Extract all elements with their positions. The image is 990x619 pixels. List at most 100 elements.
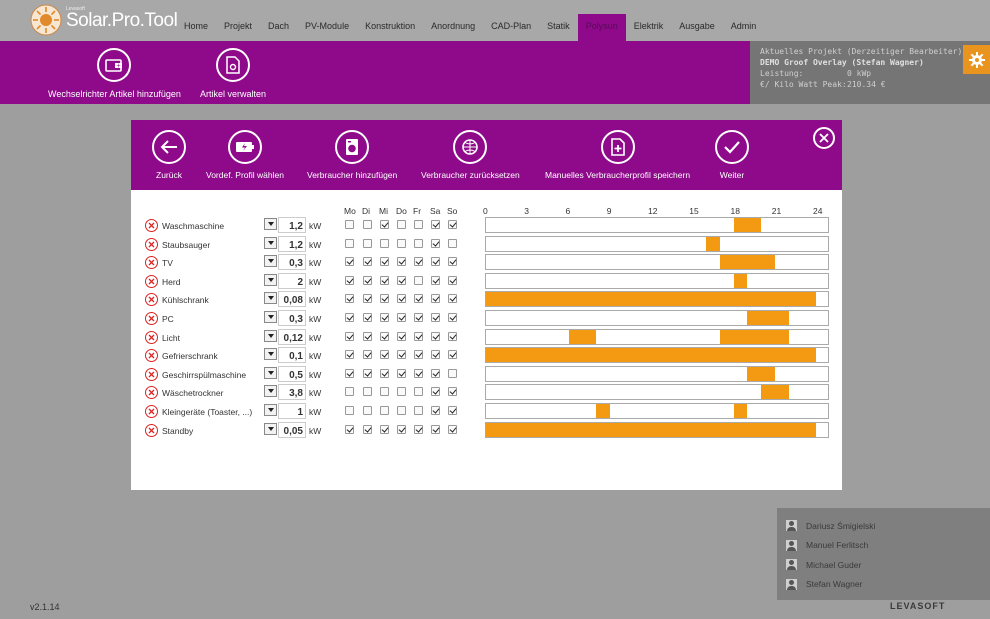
weekday-checkbox[interactable] — [363, 350, 372, 360]
user-item[interactable]: Michael Guder — [777, 555, 990, 575]
usage-timeline[interactable] — [485, 272, 829, 289]
weekday-checkbox[interactable] — [397, 406, 406, 415]
usage-timeline[interactable] — [485, 254, 829, 271]
consumer-preset-dropdown[interactable] — [264, 218, 277, 230]
remove-consumer-button[interactable] — [145, 237, 158, 251]
usage-segment[interactable] — [706, 236, 720, 251]
power-input[interactable]: 0,3 — [278, 310, 306, 326]
usage-timeline[interactable] — [485, 235, 829, 252]
usage-segment[interactable] — [747, 366, 775, 381]
weekday-checkbox[interactable] — [380, 257, 389, 267]
weekday-checkbox[interactable] — [363, 368, 372, 378]
consumer-preset-dropdown[interactable] — [264, 385, 277, 398]
consumer-preset-dropdown[interactable] — [264, 292, 277, 305]
remove-consumer-button[interactable] — [145, 330, 158, 344]
preset-profile-button[interactable]: Vordef. Profil wählen — [206, 130, 284, 180]
weekday-checkbox[interactable] — [431, 220, 440, 229]
weekday-checkbox[interactable] — [380, 238, 389, 248]
weekday-checkbox[interactable] — [448, 220, 457, 229]
weekday-checkbox[interactable] — [448, 313, 457, 322]
weekday-checkbox[interactable] — [380, 220, 389, 229]
usage-segment[interactable] — [568, 329, 596, 344]
remove-consumer-button[interactable] — [145, 386, 158, 400]
weekday-checkbox[interactable] — [448, 238, 457, 248]
weekday-checkbox[interactable] — [448, 350, 457, 360]
nav-item-admin[interactable]: Admin — [730, 21, 757, 31]
weekday-checkbox[interactable] — [397, 368, 406, 378]
weekday-checkbox[interactable] — [431, 238, 440, 248]
weekday-checkbox[interactable] — [414, 331, 423, 341]
consumer-preset-dropdown[interactable] — [264, 311, 277, 323]
usage-timeline[interactable] — [485, 328, 829, 345]
usage-segment[interactable] — [486, 348, 816, 363]
remove-consumer-button[interactable] — [145, 293, 158, 307]
usage-segment[interactable] — [733, 218, 761, 232]
weekday-checkbox[interactable] — [397, 257, 406, 267]
nav-item-cad-plan[interactable]: CAD-Plan — [491, 21, 532, 31]
nav-item-home[interactable]: Home — [184, 21, 209, 31]
weekday-checkbox[interactable] — [431, 387, 440, 397]
weekday-checkbox[interactable] — [414, 406, 423, 415]
user-item[interactable]: Stefan Wagner — [777, 575, 990, 595]
weekday-checkbox[interactable] — [345, 406, 354, 415]
weekday-checkbox[interactable] — [397, 350, 406, 360]
weekday-checkbox[interactable] — [431, 350, 440, 360]
weekday-checkbox[interactable] — [414, 257, 423, 267]
weekday-checkbox[interactable] — [397, 275, 406, 285]
usage-segment[interactable] — [747, 311, 789, 325]
settings-button[interactable] — [963, 45, 990, 74]
consumer-preset-dropdown[interactable] — [264, 255, 277, 268]
manage-articles-button[interactable]: Artikel verwalten — [200, 48, 266, 99]
weekday-checkbox[interactable] — [345, 350, 354, 360]
usage-timeline[interactable] — [485, 365, 829, 382]
weekday-checkbox[interactable] — [345, 220, 354, 229]
weekday-checkbox[interactable] — [431, 257, 440, 267]
nav-item-konstruktion[interactable]: Konstruktion — [365, 21, 416, 31]
weekday-checkbox[interactable] — [431, 331, 440, 341]
weekday-checkbox[interactable] — [363, 220, 372, 229]
usage-timeline[interactable] — [485, 421, 829, 438]
weekday-checkbox[interactable] — [414, 220, 423, 229]
weekday-checkbox[interactable] — [363, 257, 372, 267]
weekday-checkbox[interactable] — [345, 275, 354, 285]
weekday-checkbox[interactable] — [397, 313, 406, 322]
weekday-checkbox[interactable] — [363, 387, 372, 397]
weekday-checkbox[interactable] — [380, 294, 389, 304]
consumer-preset-dropdown[interactable] — [264, 273, 277, 286]
weekday-checkbox[interactable] — [431, 424, 440, 434]
weekday-checkbox[interactable] — [448, 387, 457, 397]
weekday-checkbox[interactable] — [397, 331, 406, 341]
usage-segment[interactable] — [761, 385, 789, 400]
power-input[interactable]: 0,08 — [278, 291, 306, 308]
weekday-checkbox[interactable] — [380, 368, 389, 378]
nav-item-statik[interactable]: Statik — [547, 21, 570, 31]
weekday-checkbox[interactable] — [414, 313, 423, 322]
weekday-checkbox[interactable] — [345, 257, 354, 267]
weekday-checkbox[interactable] — [380, 313, 389, 322]
weekday-checkbox[interactable] — [363, 294, 372, 304]
usage-segment[interactable] — [733, 273, 748, 288]
usage-segment[interactable] — [486, 422, 816, 437]
consumer-preset-dropdown[interactable] — [264, 404, 277, 416]
weekday-checkbox[interactable] — [431, 275, 440, 285]
power-input[interactable]: 1,2 — [278, 217, 306, 233]
weekday-checkbox[interactable] — [345, 294, 354, 304]
nav-item-anordnung[interactable]: Anordnung — [431, 21, 476, 31]
user-item[interactable]: Manuel Ferlitsch — [777, 536, 990, 556]
logo[interactable]: Levasoft Solar.Pro.Tool — [30, 4, 180, 38]
weekday-checkbox[interactable] — [380, 275, 389, 285]
nav-item-ausgabe[interactable]: Ausgabe — [679, 21, 715, 31]
power-input[interactable]: 0,05 — [278, 421, 306, 438]
consumer-preset-dropdown[interactable] — [264, 236, 277, 249]
weekday-checkbox[interactable] — [448, 294, 457, 304]
weekday-checkbox[interactable] — [380, 387, 389, 397]
next-button[interactable]: Weiter — [715, 130, 749, 180]
weekday-checkbox[interactable] — [397, 294, 406, 304]
consumer-preset-dropdown[interactable] — [264, 329, 277, 342]
usage-timeline[interactable] — [485, 347, 829, 364]
weekday-checkbox[interactable] — [397, 220, 406, 229]
remove-consumer-button[interactable] — [145, 349, 158, 363]
add-consumer-button[interactable]: Verbraucher hinzufügen — [307, 130, 397, 180]
usage-segment[interactable] — [733, 404, 748, 418]
weekday-checkbox[interactable] — [380, 331, 389, 341]
